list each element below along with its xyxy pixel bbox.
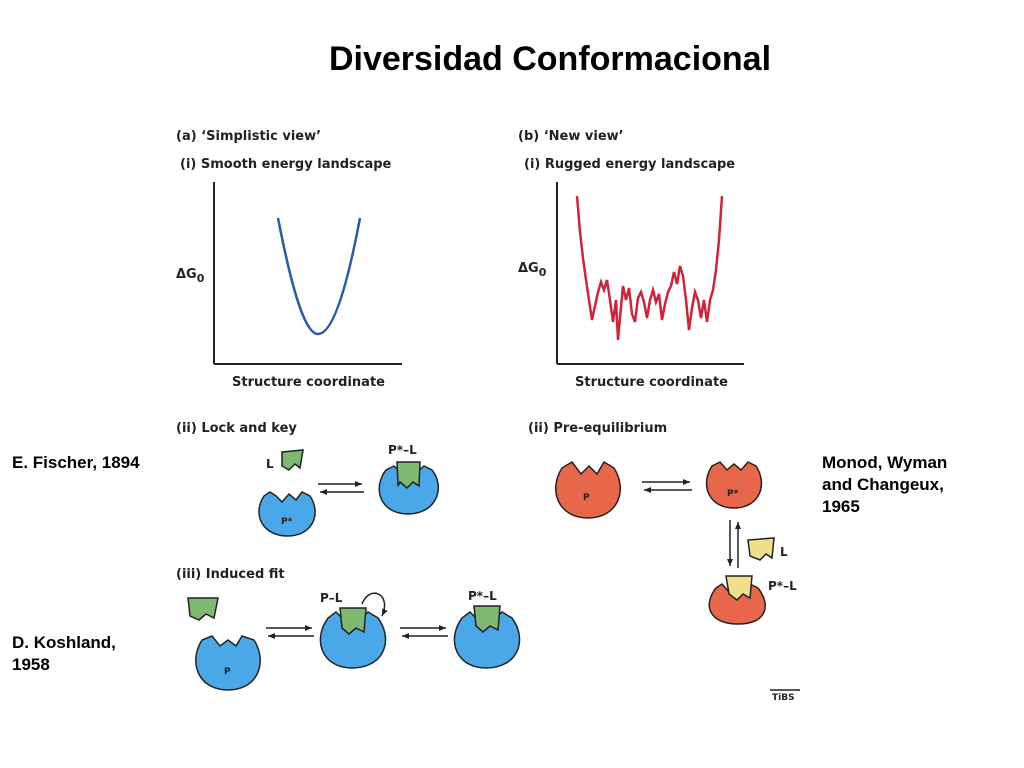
pre-eq-ligand: L <box>747 537 788 561</box>
panel-a-sub-i: (i) Smooth energy landscape <box>180 157 392 172</box>
protein-label: P* <box>281 517 293 527</box>
pre-equilibrium-heading: (ii) Pre-equilibrium <box>528 421 667 436</box>
complex-label: P–L <box>320 591 343 605</box>
complex-label: P*–L <box>388 443 417 457</box>
panel-b-y-label: ΔG0 <box>518 261 547 279</box>
protein-label: P <box>583 493 590 503</box>
ligand-label: L <box>266 457 274 471</box>
lock-key-ligand: L <box>266 449 304 471</box>
induced-fit-intermediate: P–L <box>319 591 388 669</box>
complex-label: P*–L <box>768 579 797 593</box>
lock-key-protein-p-star: P* <box>258 491 316 537</box>
panel-a-y-label: ΔG0 <box>176 267 205 285</box>
induced-fit-protein-p: P <box>195 635 261 691</box>
rugged-energy-curve <box>575 195 724 341</box>
induced-fit-heading: (iii) Induced fit <box>176 567 285 582</box>
pre-eq-arrows-vertical <box>727 520 741 568</box>
panel-b-x-label: Structure coordinate <box>575 375 728 390</box>
lock-key-equilibrium-arrows <box>318 481 364 495</box>
induced-fit-ligand <box>187 597 219 621</box>
protein-label: P* <box>727 489 739 499</box>
lock-and-key-heading: (ii) Lock and key <box>176 421 297 436</box>
footer-mark: TiBS <box>772 693 795 703</box>
complex-label: P*–L <box>468 589 497 603</box>
page-title: Diversidad Conformacional <box>328 40 772 78</box>
pre-eq-protein-p-star: P* <box>705 461 763 509</box>
protein-label: P <box>224 667 231 677</box>
panel-b-sub-i: (i) Rugged energy landscape <box>524 157 735 172</box>
lock-key-complex: P*–L <box>378 443 439 515</box>
induced-fit-final-complex: P*–L <box>453 589 521 669</box>
pre-eq-arrows-horizontal <box>642 479 692 493</box>
rugged-landscape-axes <box>556 182 744 365</box>
attribution-monod: Monod, Wyman and Changeux, 1965 <box>822 453 948 516</box>
ligand-label: L <box>780 545 788 559</box>
panel-b-heading: (b) ‘New view’ <box>518 129 624 144</box>
smooth-landscape-axes <box>213 182 402 365</box>
attribution-koshland: D. Koshland, 1958 <box>12 633 116 674</box>
induced-fit-arrows-2 <box>400 625 448 639</box>
induced-fit-arrows-1 <box>266 625 314 639</box>
panel-a-heading: (a) ‘Simplistic view’ <box>176 129 321 144</box>
smooth-energy-curve <box>276 217 362 336</box>
attribution-fischer: E. Fischer, 1894 <box>12 453 140 472</box>
panel-a-x-label: Structure coordinate <box>232 375 385 390</box>
pre-eq-protein-p: P <box>555 460 621 519</box>
pre-eq-complex: P*–L <box>708 575 797 625</box>
